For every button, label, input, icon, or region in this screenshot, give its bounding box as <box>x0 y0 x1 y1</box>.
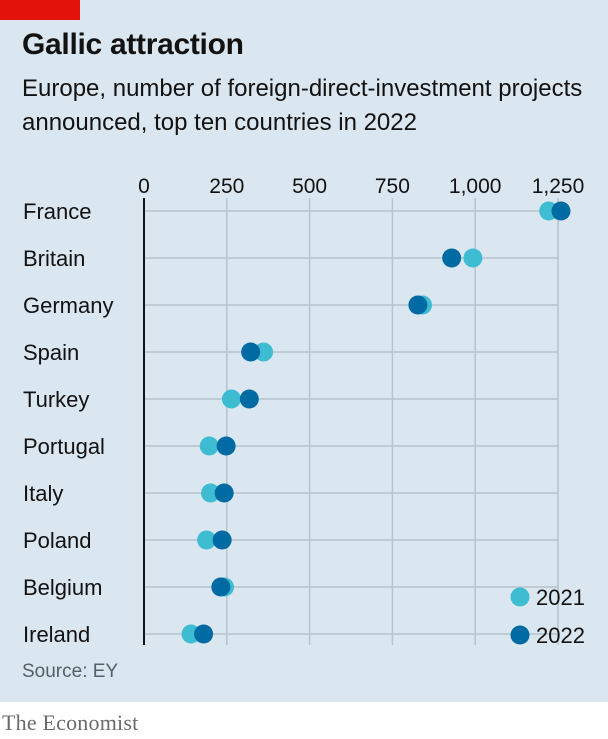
chart-subtitle: Europe, number of foreign-direct-investm… <box>22 75 583 136</box>
x-tick-label-0: 0 <box>138 175 150 198</box>
dot-2022-turkey <box>239 389 259 409</box>
dot-2022-poland <box>212 530 232 550</box>
dot-2022-germany <box>408 295 428 315</box>
dot-2021-portugal <box>199 436 219 456</box>
dot-2022-belgium <box>211 577 231 597</box>
category-label-portugal: Portugal <box>23 434 105 459</box>
dot-2022-italy <box>214 483 234 503</box>
dot-2021-italy <box>201 483 221 503</box>
legend-label-2022: 2022 <box>536 623 585 648</box>
category-label-britain: Britain <box>23 246 85 271</box>
x-tick-label-1250: 1,250 <box>532 175 585 198</box>
chart-title: Gallic attraction <box>22 28 244 61</box>
legend-swatch-2022 <box>510 625 530 645</box>
category-label-italy: Italy <box>23 481 63 506</box>
data-points <box>181 201 571 644</box>
category-label-turkey: Turkey <box>23 387 89 412</box>
dot-2021-britain <box>463 248 483 268</box>
dot-2022-ireland <box>194 624 214 644</box>
dot-2021-poland <box>197 530 217 550</box>
dot-2022-portugal <box>216 436 236 456</box>
category-label-france: France <box>23 199 91 224</box>
x-tick-label-750: 750 <box>375 175 410 198</box>
dot-plot: 0 250 500 750 1,000 1,250 France Britain German… <box>23 175 585 648</box>
grid-lines <box>143 198 559 645</box>
x-tick-label-250: 250 <box>209 175 244 198</box>
x-tick-label-500: 500 <box>292 175 327 198</box>
legend-label-2021: 2021 <box>536 585 585 610</box>
legend: 2021 2022 <box>510 585 585 648</box>
category-labels: France Britain Germany Spain Turkey Portugal I… <box>23 199 113 647</box>
brand-red-tag <box>0 0 80 20</box>
category-label-germany: Germany <box>23 293 113 318</box>
x-tick-label-1000: 1,000 <box>449 175 502 198</box>
category-label-ireland: Ireland <box>23 622 90 647</box>
category-label-belgium: Belgium <box>23 575 102 600</box>
dot-2022-spain <box>241 342 261 362</box>
legend-swatch-2021 <box>510 587 530 607</box>
dot-2022-britain <box>442 248 462 268</box>
dot-2021-turkey <box>221 389 241 409</box>
x-tick-labels: 0 250 500 750 1,000 1,250 <box>138 175 584 198</box>
chart-panel <box>0 0 608 702</box>
publisher-logo: The Economist <box>2 710 139 735</box>
source-note: Source: EY <box>22 661 119 682</box>
category-label-spain: Spain <box>23 340 79 365</box>
dot-2022-france <box>551 201 571 221</box>
category-label-poland: Poland <box>23 528 92 553</box>
